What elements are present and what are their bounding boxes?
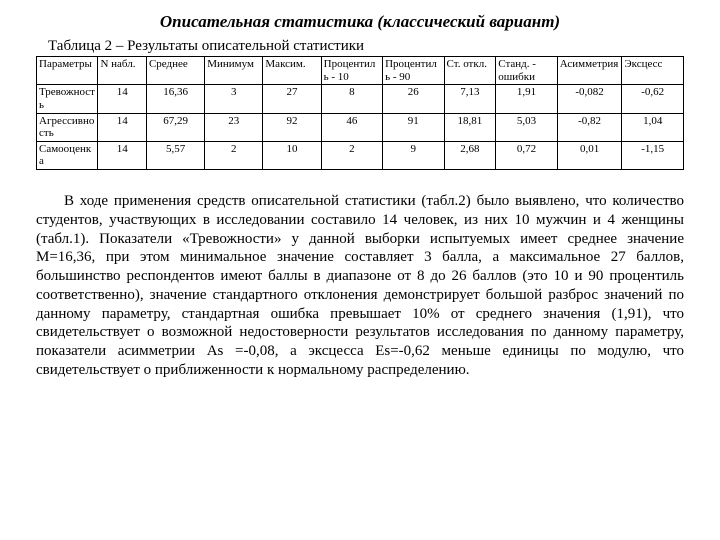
table-col-header: Процентиль - 10 [321,57,382,85]
table-col-header: Максим. [263,57,321,85]
table-col-header: N набл. [98,57,147,85]
table-head: ПараметрыN набл.СреднееМинимумМаксим.Про… [37,57,684,85]
analysis-paragraph: В ходе применения средств описательной с… [36,192,684,380]
table-cell: 67,29 [146,113,204,141]
table-col-header: Процентиль - 90 [383,57,444,85]
row-parameter: Агрессивность [37,113,98,141]
descriptive-stats-table: ПараметрыN набл.СреднееМинимумМаксим.Про… [36,56,684,170]
table-col-header: Асимметрия [557,57,622,85]
table-cell: 2 [205,141,263,169]
table-cell: 9 [383,141,444,169]
table-col-header: Эксцесс [622,57,684,85]
table-cell: 0,72 [496,141,557,169]
table-cell: 1,91 [496,85,557,113]
table-cell: -0,82 [557,113,622,141]
table-cell: 5,03 [496,113,557,141]
table-cell: 92 [263,113,321,141]
table-cell: 14 [98,141,147,169]
table-cell: 14 [98,113,147,141]
page-title: Описательная статистика (классический ва… [36,12,684,32]
table-cell: 23 [205,113,263,141]
table-cell: 14 [98,85,147,113]
table-cell: 5,57 [146,141,204,169]
row-parameter: Самооценка [37,141,98,169]
table-cell: 0,01 [557,141,622,169]
table-col-header: Станд. - ошибки [496,57,557,85]
table-row: Тревожность1416,363278267,131,91-0,082-0… [37,85,684,113]
table-cell: -0,082 [557,85,622,113]
table-col-header: Среднее [146,57,204,85]
table-cell: 46 [321,113,382,141]
table-col-header: Ст. откл. [444,57,496,85]
table-cell: 91 [383,113,444,141]
table-row: Агрессивность1467,292392469118,815,03-0,… [37,113,684,141]
table-body: Тревожность1416,363278267,131,91-0,082-0… [37,85,684,170]
table-cell: 2,68 [444,141,496,169]
table-cell: 10 [263,141,321,169]
table-col-header: Минимум [205,57,263,85]
table-cell: -0,62 [622,85,684,113]
table-cell: 26 [383,85,444,113]
table-cell: 2 [321,141,382,169]
table-cell: 18,81 [444,113,496,141]
document-page: Описательная статистика (классический ва… [0,0,720,540]
row-parameter: Тревожность [37,85,98,113]
table-cell: 16,36 [146,85,204,113]
table-row: Самооценка145,57210292,680,720,01-1,15 [37,141,684,169]
table-cell: 8 [321,85,382,113]
table-cell: -1,15 [622,141,684,169]
table-header-row: ПараметрыN набл.СреднееМинимумМаксим.Про… [37,57,684,85]
table-caption: Таблица 2 – Результаты описательной стат… [48,38,684,55]
table-col-header: Параметры [37,57,98,85]
table-cell: 7,13 [444,85,496,113]
table-cell: 3 [205,85,263,113]
table-cell: 27 [263,85,321,113]
table-cell: 1,04 [622,113,684,141]
